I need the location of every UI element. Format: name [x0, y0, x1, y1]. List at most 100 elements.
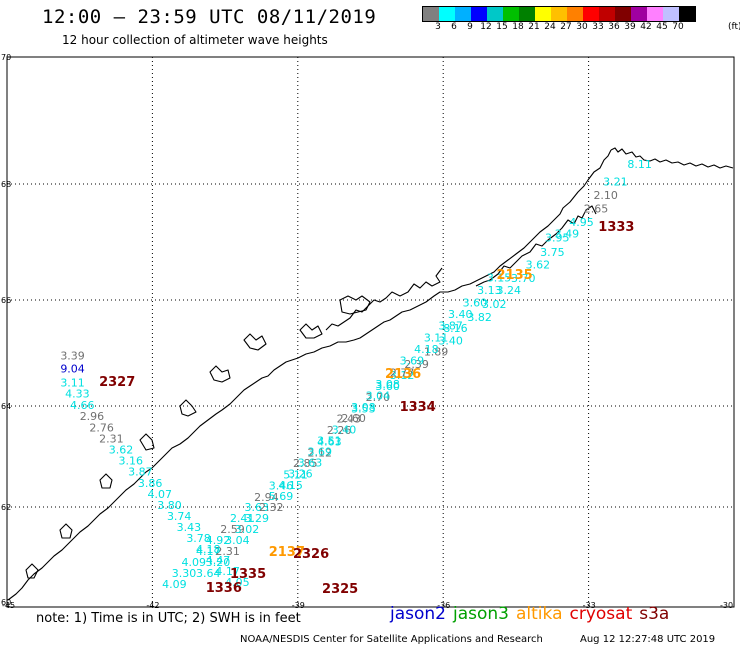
color-scale-unit: (ft): [728, 22, 740, 32]
wave-height-value: 4.15: [278, 479, 303, 492]
longitude-label: -45: [2, 601, 15, 610]
wave-height-value: 3.46: [269, 479, 294, 492]
wave-height-value: 3.02: [482, 298, 507, 311]
wave-height-value: 3.53: [351, 403, 376, 416]
longitude-label: -42: [146, 601, 159, 610]
wave-height-value: 4.18: [196, 543, 221, 556]
scale-label: 45: [656, 22, 668, 32]
scale-swatch: [551, 7, 567, 21]
wave-height-value: 4.66: [70, 399, 95, 412]
scale-swatch: [615, 7, 631, 21]
wave-height-value: 4.33: [65, 388, 90, 401]
scale-swatch: [647, 7, 663, 21]
wave-height-value: 3.21: [603, 176, 628, 189]
scale-label: 3: [435, 22, 441, 32]
scale-swatch: [599, 7, 615, 21]
wave-height-value: 3.69: [307, 445, 332, 458]
wave-height-value: 3.15: [487, 271, 512, 284]
scale-swatch: [567, 7, 583, 21]
scale-swatch: [503, 7, 519, 21]
wave-height-value: 4.18: [414, 343, 439, 356]
wave-height-value: 3.70: [511, 272, 536, 285]
wave-height-value: 5.69: [269, 490, 294, 503]
wave-height-value: 3.60: [463, 296, 488, 309]
wave-height-value: 3.63: [298, 457, 323, 470]
lat-lon-grid: [7, 57, 734, 607]
longitude-label: -39: [292, 601, 305, 610]
latitude-label: 70: [1, 53, 11, 62]
scale-label: 30: [576, 22, 588, 32]
map-note: note: 1) Time is in UTC; 2) SWH is in fe…: [36, 611, 301, 626]
legend-jason2: jason2: [390, 604, 446, 624]
wave-height-value: 2.10: [593, 189, 618, 202]
legend-jason3: jason3: [453, 604, 509, 624]
wave-height-value: 4.95: [569, 216, 594, 229]
scale-label: 39: [624, 22, 636, 32]
wave-height-value: 2.31: [215, 545, 240, 558]
satellite-legend: jason2 jason3 altika cryosat s3a: [390, 604, 676, 624]
wave-height-value: 4.05: [225, 576, 250, 589]
wave-height-value: 3.87: [438, 320, 463, 333]
pass-time-label: 2137: [269, 545, 305, 560]
pass-time-label: 2136: [385, 367, 421, 382]
wave-height-value: 3.40: [332, 423, 357, 436]
wave-height-value: 2.31: [99, 432, 124, 445]
wave-height-value: 2.39: [404, 358, 429, 371]
wave-height-value: 4.47: [206, 554, 231, 567]
wave-height-value: 2.76: [89, 421, 114, 434]
greenland-coastline: [7, 147, 734, 601]
pass-time-label: 2135: [497, 268, 533, 283]
wave-height-value: 3.69: [400, 355, 425, 368]
legend-cryosat: cryosat: [569, 604, 633, 624]
scale-label: 18: [512, 22, 524, 32]
axis-labels: 70 68 66 64 62 60-45 -42 -39 -36 -33 -30: [1, 53, 733, 610]
wave-height-value: 3.13: [477, 284, 502, 297]
legend-s3a: s3a: [639, 604, 670, 624]
wave-height-value: 3.24: [497, 284, 521, 297]
wave-height-value: 4.07: [148, 488, 173, 501]
map-subtitle: 12 hour collection of altimeter wave hei…: [62, 33, 328, 47]
wave-height-value: 3.95: [545, 231, 570, 244]
wave-height-value: 1.89: [424, 346, 449, 359]
pass-time-label: 1334: [400, 400, 436, 415]
wave-height-value: 3.04: [366, 390, 391, 403]
wave-height-value: 3.60: [375, 380, 400, 393]
wave-height-value: 4.09: [162, 578, 187, 591]
wave-height-value: 2.59: [220, 523, 245, 536]
pass-time-label: 1333: [598, 220, 634, 235]
scale-swatch: [663, 7, 679, 21]
wave-height-value: 2.12: [307, 447, 332, 460]
pass-time-label: 2326: [293, 547, 329, 562]
wave-height-value: 4.09: [181, 556, 206, 569]
scale-swatch: [519, 7, 535, 21]
scale-swatch: [535, 7, 551, 21]
wave-height-value: 3.11: [424, 331, 449, 344]
longitude-label: -36: [437, 601, 450, 610]
wave-height-value: 3.82: [467, 311, 492, 324]
scale-label: 12: [480, 22, 492, 32]
color-scale-labels: 3 6 9 12 15 18 21 24 27 30 33 36 39 42 45 70: [422, 22, 686, 34]
wave-height-value: 3.12: [390, 369, 415, 382]
wave-height-observations: 8.113.212.102.654.953.493.953.753.623.70…: [60, 158, 652, 591]
wave-height-value: 2.60: [341, 412, 366, 425]
wave-height-value: 4.63: [317, 435, 342, 448]
wave-height-value: 3.43: [177, 521, 202, 534]
scale-swatch: [679, 7, 695, 21]
latitude-label: 60: [1, 598, 11, 607]
wave-height-value: 2.65: [584, 202, 609, 215]
map-title: 12:00 — 23:59 UTC 08/11/2019: [42, 6, 377, 28]
wave-height-value: 2.32: [259, 501, 284, 514]
wave-height-value: 3.29: [244, 512, 269, 525]
wave-height-value: 3.62: [526, 259, 551, 272]
wave-height-value: 3.74: [167, 510, 192, 523]
wave-height-value: 3.02: [235, 523, 260, 536]
pass-time-label: 1336: [206, 581, 242, 596]
latitude-label: 64: [1, 402, 11, 411]
scale-label: 6: [451, 22, 457, 32]
wave-height-value: 3.08: [375, 378, 400, 391]
wave-height-value: 3.75: [540, 246, 565, 259]
longitude-label: -33: [583, 601, 596, 610]
latitude-label: 62: [1, 503, 11, 512]
